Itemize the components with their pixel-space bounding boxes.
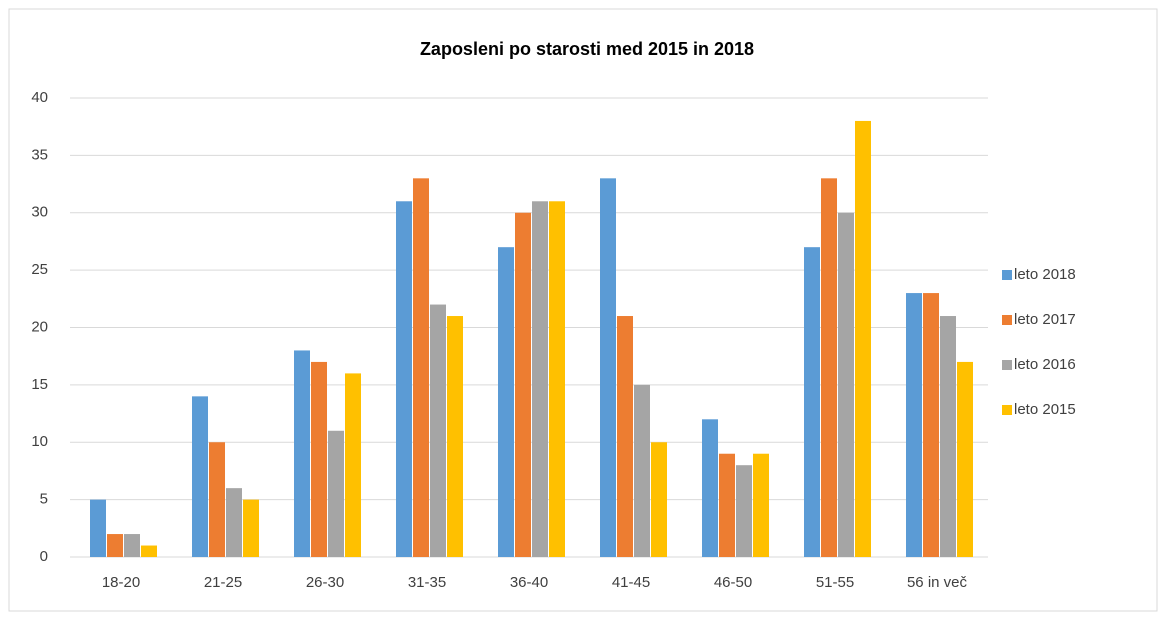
x-tick-label: 41-45 [612, 574, 650, 591]
chart-title: Zaposleni po starosti med 2015 in 2018 [420, 39, 754, 59]
bar [226, 488, 242, 557]
bar [328, 430, 344, 557]
x-tick-label: 31-35 [408, 574, 446, 591]
bar [124, 534, 140, 557]
bar [209, 442, 225, 557]
y-tick-label: 30 [31, 204, 48, 221]
bar [855, 120, 871, 557]
bar [906, 293, 922, 557]
bar [634, 384, 650, 557]
chart-border [8, 8, 1158, 612]
bar [753, 453, 769, 557]
legend-label: leto 2018 [1014, 266, 1076, 283]
legend-label: leto 2016 [1014, 356, 1076, 373]
bar [515, 212, 531, 557]
legend-swatch [1002, 360, 1012, 370]
bar [957, 361, 973, 557]
legend-swatch [1002, 405, 1012, 415]
x-tick-label: 56 in več [907, 574, 968, 591]
legend-label: leto 2015 [1014, 401, 1076, 418]
y-tick-label: 5 [40, 491, 48, 508]
bar [719, 453, 735, 557]
bar [702, 419, 718, 557]
bar [923, 293, 939, 557]
bar [396, 201, 412, 557]
x-tick-label: 36-40 [510, 574, 548, 591]
y-tick-label: 35 [31, 146, 48, 163]
bar [549, 201, 565, 557]
bar [413, 178, 429, 557]
bar [617, 316, 633, 557]
bar [243, 499, 259, 557]
bar [940, 316, 956, 557]
y-tick-label: 25 [31, 261, 48, 278]
legend-label: leto 2017 [1014, 311, 1076, 328]
bar [600, 178, 616, 557]
bar [141, 545, 157, 557]
bar [90, 499, 106, 557]
legend-swatch [1002, 270, 1012, 280]
x-tick-label: 18-20 [102, 574, 140, 591]
bar [532, 201, 548, 557]
x-tick-label: 21-25 [204, 574, 242, 591]
y-tick-label: 20 [31, 318, 48, 335]
bar [651, 442, 667, 557]
x-tick-label: 26-30 [306, 574, 344, 591]
bar [804, 247, 820, 558]
x-tick-label: 46-50 [714, 574, 752, 591]
y-tick-label: 10 [31, 433, 48, 450]
bar [447, 316, 463, 557]
bar [311, 361, 327, 557]
bar [107, 534, 123, 557]
bar [498, 247, 514, 558]
bar [192, 396, 208, 557]
x-tick-label: 51-55 [816, 574, 854, 591]
bar [736, 465, 752, 557]
bar [345, 373, 361, 557]
y-tick-label: 0 [40, 548, 48, 565]
y-tick-label: 15 [31, 376, 48, 393]
bar [821, 178, 837, 557]
bar [294, 350, 310, 557]
bar [838, 212, 854, 557]
y-tick-label: 40 [31, 89, 48, 106]
legend-swatch [1002, 315, 1012, 325]
bar [430, 304, 446, 557]
